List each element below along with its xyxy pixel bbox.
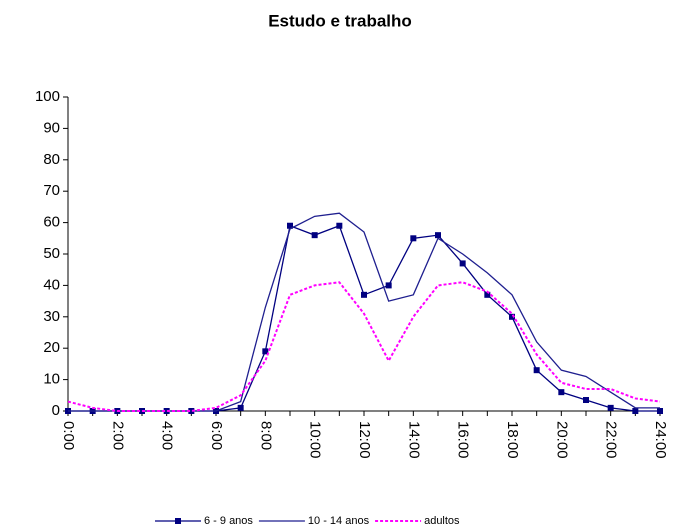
marker: [558, 389, 565, 396]
marker: [583, 397, 589, 404]
x-tick-label: 10:00: [307, 421, 324, 459]
legend-label: 6 - 9 anos: [204, 515, 253, 527]
y-tick-label: 40: [43, 276, 60, 293]
legend-marker: [175, 518, 181, 524]
y-tick-label: 90: [43, 119, 60, 136]
marker: [484, 291, 491, 298]
x-tick-label: 2:00: [109, 421, 126, 450]
legend-label: adultos: [424, 515, 460, 527]
legend-label: 10 - 14 anos: [308, 515, 370, 527]
y-tick-label: 0: [52, 402, 60, 419]
marker: [607, 404, 614, 411]
y-tick-label: 70: [43, 182, 60, 199]
x-tick-label: 4:00: [159, 421, 176, 450]
marker: [410, 235, 417, 242]
x-tick-label: 16:00: [455, 421, 472, 459]
y-tick-label: 80: [43, 151, 60, 168]
marker: [509, 313, 515, 320]
y-tick-label: 50: [43, 245, 60, 262]
marker: [632, 408, 639, 414]
x-tick-label: 12:00: [356, 421, 373, 459]
marker: [237, 404, 244, 411]
x-tick-label: 14:00: [405, 421, 422, 459]
marker: [336, 222, 343, 229]
marker: [657, 408, 663, 414]
chart-title: Estudo e trabalho: [268, 11, 412, 30]
x-tick-label: 24:00: [652, 421, 669, 459]
marker: [533, 367, 540, 374]
marker: [459, 260, 466, 267]
y-tick-label: 10: [43, 371, 60, 388]
marker: [385, 282, 392, 289]
x-tick-label: 8:00: [257, 421, 274, 450]
x-tick-label: 0:00: [60, 421, 77, 450]
x-tick-label: 18:00: [504, 421, 521, 459]
series-line: [68, 224, 660, 412]
y-tick-label: 60: [43, 214, 60, 231]
x-tick-label: 22:00: [603, 421, 620, 459]
marker: [311, 232, 318, 239]
x-tick-label: 6:00: [208, 421, 225, 450]
series-line: [68, 212, 660, 412]
series-line: [67, 281, 661, 412]
marker: [262, 348, 269, 355]
marker: [435, 232, 441, 239]
y-tick-label: 100: [35, 88, 60, 105]
marker: [361, 291, 367, 298]
marker: [287, 222, 293, 229]
y-tick-label: 30: [43, 308, 60, 325]
y-tick-label: 20: [43, 339, 60, 356]
x-tick-label: 20:00: [553, 421, 570, 459]
